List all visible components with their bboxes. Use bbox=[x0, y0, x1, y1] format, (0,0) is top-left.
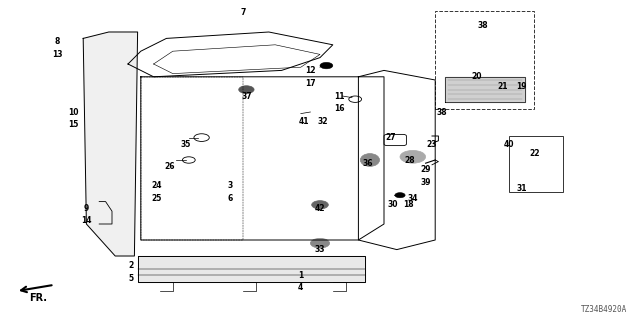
Text: 1: 1 bbox=[298, 271, 303, 280]
Text: 10: 10 bbox=[68, 108, 79, 116]
Text: 38: 38 bbox=[478, 21, 488, 30]
Circle shape bbox=[239, 86, 254, 93]
Text: 17: 17 bbox=[305, 79, 316, 88]
Text: 18: 18 bbox=[403, 200, 413, 209]
Text: 29: 29 bbox=[420, 165, 431, 174]
Text: 27: 27 bbox=[385, 133, 396, 142]
Text: 6: 6 bbox=[228, 194, 233, 203]
Text: TZ34B4920A: TZ34B4920A bbox=[581, 305, 627, 314]
Text: 25: 25 bbox=[152, 194, 162, 203]
Text: 34: 34 bbox=[408, 194, 418, 203]
Text: 20: 20 bbox=[472, 72, 482, 81]
Text: 26: 26 bbox=[164, 162, 175, 171]
Bar bbox=[509, 136, 563, 192]
Text: 39: 39 bbox=[420, 178, 431, 187]
Text: 2: 2 bbox=[129, 261, 134, 270]
Text: 33: 33 bbox=[315, 245, 325, 254]
Polygon shape bbox=[445, 77, 525, 102]
Text: 31: 31 bbox=[516, 184, 527, 193]
Ellipse shape bbox=[360, 154, 380, 166]
Text: 5: 5 bbox=[129, 274, 134, 283]
Polygon shape bbox=[138, 256, 365, 282]
Circle shape bbox=[400, 150, 426, 163]
Polygon shape bbox=[83, 32, 138, 256]
Text: 24: 24 bbox=[152, 181, 162, 190]
Text: 9: 9 bbox=[84, 204, 89, 212]
Text: 40: 40 bbox=[504, 140, 514, 148]
Text: 42: 42 bbox=[315, 204, 325, 212]
Text: FR.: FR. bbox=[29, 293, 47, 303]
Text: 35: 35 bbox=[180, 140, 191, 148]
Text: 22: 22 bbox=[529, 149, 540, 158]
Text: 13: 13 bbox=[52, 50, 63, 59]
Bar bbox=[435, 11, 534, 109]
Text: 4: 4 bbox=[298, 284, 303, 292]
Circle shape bbox=[320, 62, 333, 69]
Text: 28: 28 bbox=[404, 156, 415, 164]
Text: 23: 23 bbox=[427, 140, 437, 148]
Text: 21: 21 bbox=[497, 82, 508, 91]
Text: 15: 15 bbox=[68, 120, 79, 129]
Text: 32: 32 bbox=[318, 117, 328, 126]
Text: 36: 36 bbox=[363, 159, 373, 168]
Text: 30: 30 bbox=[387, 200, 397, 209]
Text: 19: 19 bbox=[516, 82, 527, 91]
Text: 16: 16 bbox=[334, 104, 344, 113]
Text: 3: 3 bbox=[228, 181, 233, 190]
Text: 11: 11 bbox=[334, 92, 344, 100]
Text: 8: 8 bbox=[55, 37, 60, 46]
Circle shape bbox=[395, 193, 405, 198]
Text: 7: 7 bbox=[241, 8, 246, 17]
Circle shape bbox=[312, 201, 328, 209]
Text: 41: 41 bbox=[299, 117, 309, 126]
Text: 12: 12 bbox=[305, 66, 316, 75]
Text: 38: 38 bbox=[436, 108, 447, 116]
Circle shape bbox=[310, 238, 330, 248]
Text: 37: 37 bbox=[241, 92, 252, 100]
Text: 14: 14 bbox=[81, 216, 92, 225]
